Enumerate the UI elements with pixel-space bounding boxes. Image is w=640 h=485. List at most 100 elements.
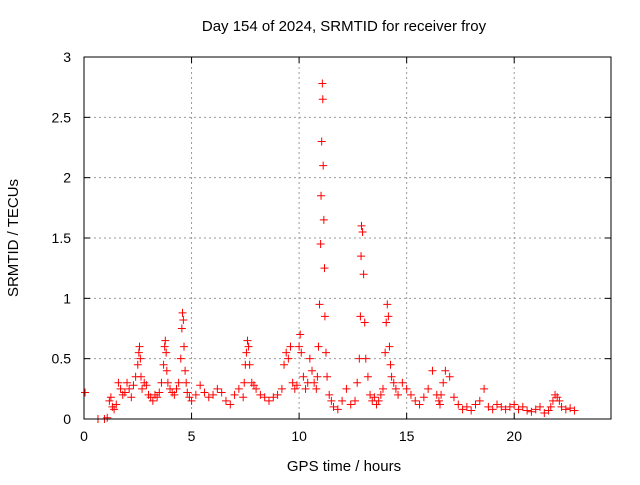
data-point bbox=[497, 402, 506, 411]
data-point bbox=[389, 378, 398, 387]
data-point bbox=[386, 360, 395, 369]
data-point bbox=[553, 393, 562, 402]
data-point bbox=[385, 342, 394, 351]
data-point bbox=[376, 390, 385, 399]
data-point bbox=[260, 393, 269, 402]
data-point bbox=[540, 408, 549, 417]
data-point bbox=[501, 405, 510, 414]
data-point bbox=[351, 396, 360, 405]
data-point bbox=[301, 384, 310, 393]
data-point bbox=[394, 390, 403, 399]
data-point bbox=[505, 402, 514, 411]
x-tick-label: 10 bbox=[291, 428, 307, 444]
data-point bbox=[570, 406, 579, 415]
y-tick-label: 0 bbox=[63, 411, 71, 427]
data-point bbox=[325, 390, 334, 399]
data-point bbox=[398, 378, 407, 387]
data-point bbox=[546, 402, 555, 411]
data-point bbox=[315, 300, 324, 309]
data-point bbox=[557, 402, 566, 411]
data-point bbox=[243, 336, 252, 345]
data-point bbox=[492, 400, 501, 409]
data-point bbox=[226, 400, 235, 409]
data-point bbox=[415, 400, 424, 409]
data-point bbox=[105, 396, 114, 405]
data-point bbox=[230, 390, 239, 399]
data-point bbox=[162, 366, 171, 375]
data-point bbox=[471, 400, 480, 409]
data-point bbox=[488, 405, 497, 414]
data-point bbox=[288, 378, 297, 387]
data-point bbox=[161, 336, 170, 345]
data-point bbox=[312, 384, 321, 393]
data-point bbox=[555, 396, 564, 405]
data-point bbox=[240, 378, 249, 387]
data-point bbox=[314, 342, 323, 351]
data-point bbox=[372, 400, 381, 409]
data-point bbox=[527, 407, 536, 416]
data-point bbox=[273, 390, 282, 399]
data-point bbox=[134, 348, 143, 357]
data-point bbox=[383, 300, 392, 309]
x-tick-label: 20 bbox=[506, 428, 522, 444]
data-point bbox=[160, 342, 169, 351]
data-point bbox=[566, 404, 575, 413]
data-point bbox=[462, 402, 471, 411]
x-tick-label: 0 bbox=[80, 428, 88, 444]
data-point bbox=[81, 388, 90, 397]
data-point bbox=[435, 400, 444, 409]
data-point bbox=[244, 342, 253, 351]
data-point bbox=[357, 252, 366, 261]
data-point bbox=[353, 378, 362, 387]
data-point bbox=[327, 396, 336, 405]
data-point bbox=[295, 342, 304, 351]
data-point bbox=[269, 393, 278, 402]
data-point bbox=[170, 390, 179, 399]
data-point bbox=[221, 396, 230, 405]
data-point bbox=[514, 405, 523, 414]
data-point bbox=[317, 191, 326, 200]
data-point bbox=[292, 381, 301, 390]
data-point bbox=[458, 405, 467, 414]
data-point bbox=[437, 390, 446, 399]
data-point bbox=[277, 384, 286, 393]
x-axis-label: GPS time / hours bbox=[287, 458, 401, 475]
y-tick-label: 3 bbox=[63, 49, 71, 65]
data-point bbox=[531, 405, 540, 414]
data-point bbox=[449, 393, 458, 402]
data-point bbox=[191, 390, 200, 399]
data-point bbox=[290, 384, 299, 393]
data-point bbox=[127, 393, 136, 402]
grid-layer bbox=[84, 57, 611, 419]
ticks-layer: 0 5 10 15 20 0 0.5 1 1.5 2 2.5 3 bbox=[52, 49, 611, 444]
data-point bbox=[178, 308, 187, 317]
data-point bbox=[155, 388, 164, 397]
data-point bbox=[317, 137, 326, 146]
data-point bbox=[137, 372, 146, 381]
data-point bbox=[467, 406, 476, 415]
data-point bbox=[374, 396, 383, 405]
data-point bbox=[116, 384, 125, 393]
y-tick-label: 0.5 bbox=[52, 351, 72, 367]
data-point bbox=[316, 240, 325, 249]
data-point bbox=[319, 161, 328, 170]
data-point bbox=[441, 366, 450, 375]
x-tick-label: 15 bbox=[399, 428, 415, 444]
data-point bbox=[123, 378, 132, 387]
data-point bbox=[510, 400, 519, 409]
data-point bbox=[159, 360, 168, 369]
data-point bbox=[282, 348, 291, 357]
data-point bbox=[177, 324, 186, 333]
data-point bbox=[411, 396, 420, 405]
data-point bbox=[358, 227, 367, 236]
data-point bbox=[138, 384, 147, 393]
y-axis-label: SRMTID / TECUs bbox=[5, 179, 22, 297]
data-point bbox=[176, 354, 185, 363]
data-point bbox=[172, 384, 181, 393]
data-point bbox=[106, 393, 115, 402]
data-point bbox=[183, 388, 192, 397]
data-point bbox=[445, 372, 454, 381]
data-point bbox=[217, 388, 226, 397]
